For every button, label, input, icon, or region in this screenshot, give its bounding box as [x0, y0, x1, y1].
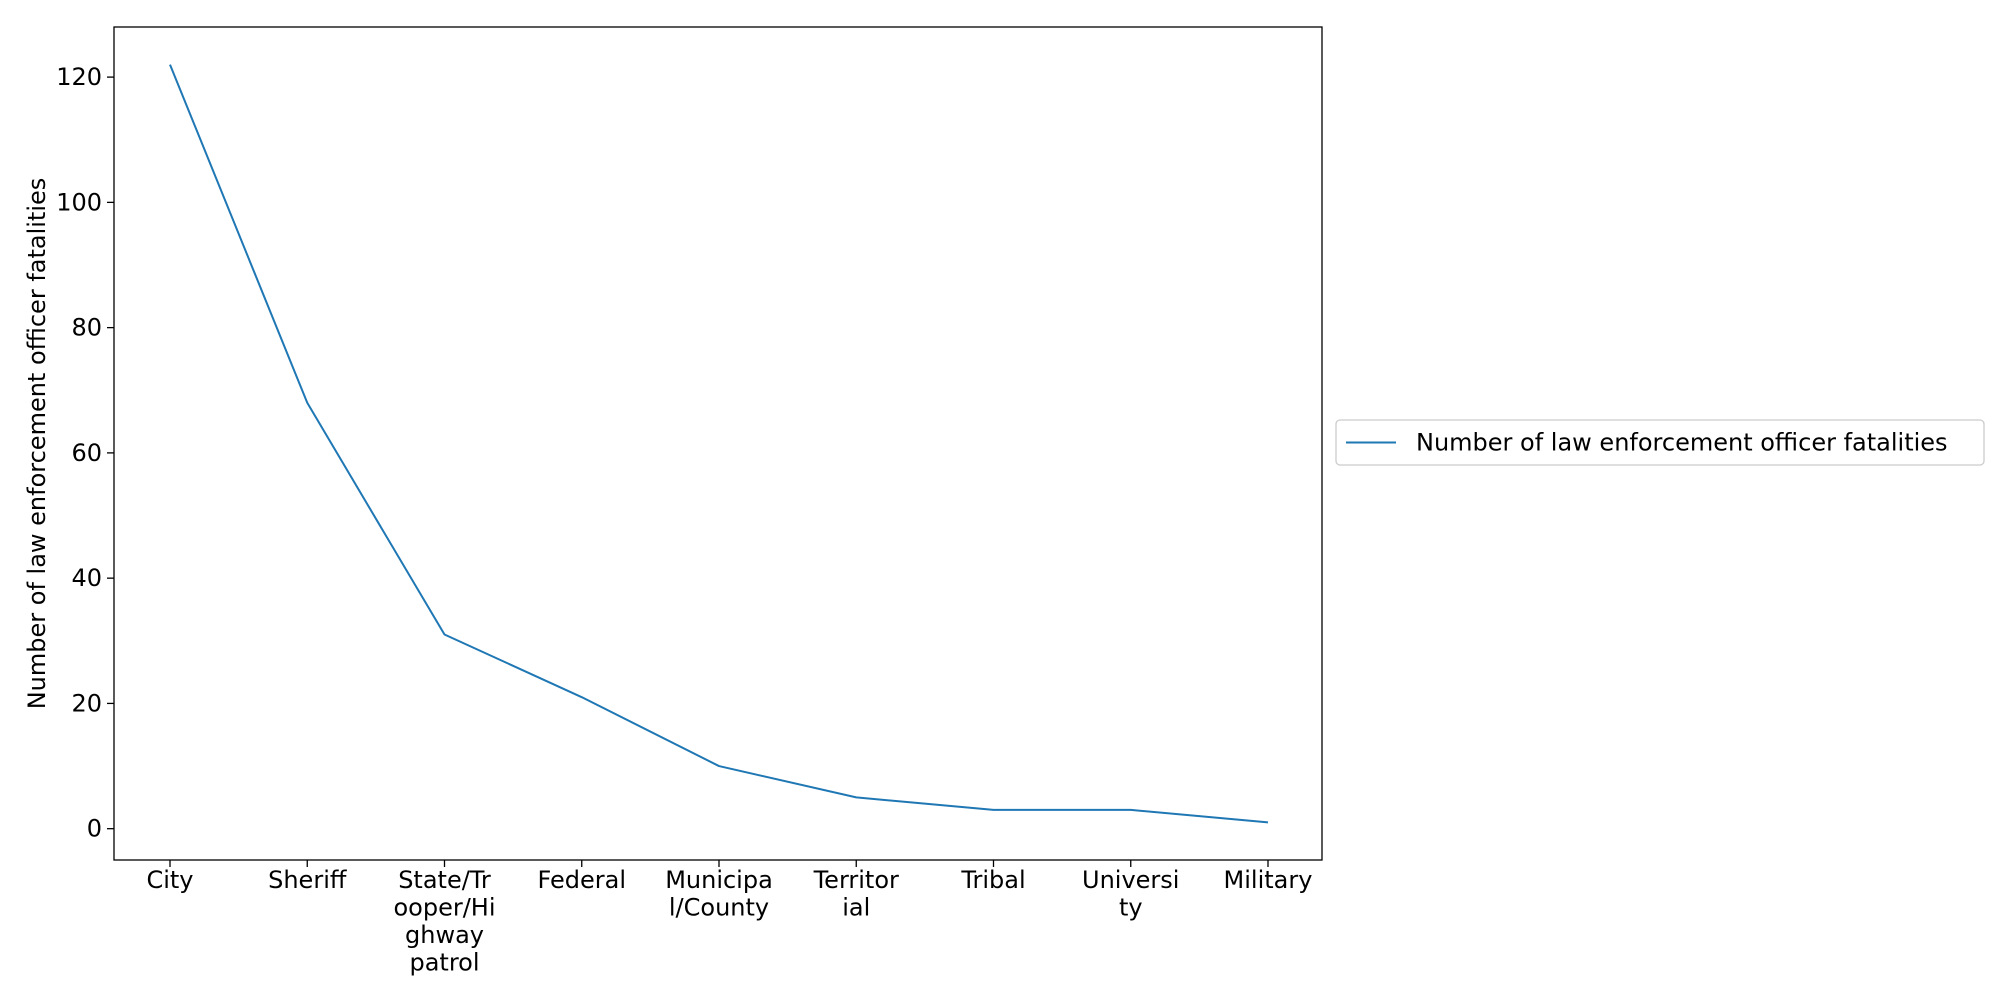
x-tick-label: Sheriff	[268, 866, 347, 894]
y-tick-label: 0	[87, 815, 102, 843]
y-tick-label: 120	[56, 63, 102, 91]
legend-label: Number of law enforcement officer fatali…	[1416, 429, 1948, 457]
x-tick-label-line: Tribal	[960, 866, 1025, 894]
x-tick-label: Municipa l/County	[665, 866, 773, 922]
y-tick-label: 60	[71, 439, 102, 467]
x-tick-label: Tribal	[960, 866, 1025, 894]
x-tick-label-line: Municipa	[665, 866, 773, 894]
x-tick-label: Military	[1224, 866, 1313, 894]
y-tick-label: 40	[71, 564, 102, 592]
y-tick-label: 100	[56, 188, 102, 216]
x-tick-label-line: ial	[842, 894, 870, 922]
x-tick-label: Federal	[538, 866, 627, 894]
x-tick-label-line: Universi	[1082, 866, 1179, 894]
x-tick-label: State/Tr ooper/Hi ghway patrol	[393, 866, 495, 977]
x-tick-label-line: Sheriff	[268, 866, 347, 894]
series-line	[169, 64, 1269, 824]
x-tick-label-line: City	[146, 866, 193, 894]
x-tick-label-line: patrol	[409, 949, 479, 977]
x-tick-label-line: State/Tr	[398, 866, 491, 894]
x-tick-label-line: Federal	[538, 866, 627, 894]
plot-area	[113, 26, 1323, 861]
x-tick-label: Universi ty	[1082, 866, 1179, 922]
y-axis-label: Number of law enforcement officer fatali…	[23, 178, 51, 710]
x-tick-label-line: ghway	[405, 921, 484, 949]
y-tick-label: 20	[71, 689, 102, 717]
x-tick-label-line: Military	[1224, 866, 1313, 894]
x-tick-label: Territor ial	[813, 866, 899, 922]
legend: Number of law enforcement officer fatali…	[1335, 419, 1985, 466]
plot-frame	[113, 26, 1323, 861]
series-layer	[169, 64, 1269, 824]
x-tick-label-line: l/County	[669, 894, 769, 922]
y-axis: 0 20 40 60 80 100 120	[56, 63, 114, 843]
y-tick-label: 80	[71, 314, 102, 342]
x-tick-label-line: ty	[1119, 894, 1143, 922]
x-tick-label-line: Territor	[813, 866, 899, 894]
legend-box	[1335, 419, 1985, 466]
x-tick-label: City	[146, 866, 193, 894]
x-tick-label-line: ooper/Hi	[393, 894, 495, 922]
x-axis: City Sheriff State/Tr ooper/Hi ghway patrol Fe…	[146, 860, 1312, 977]
